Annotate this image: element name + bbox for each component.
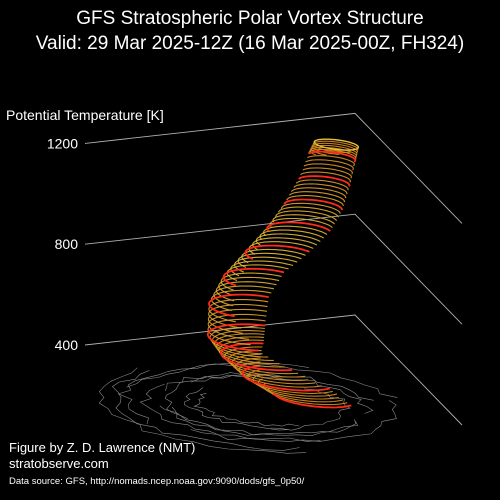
vortex-contour-583 [208, 299, 269, 323]
level-plane-800 [84, 213, 463, 325]
data-source-credit: Data source: GFS, http://nomads.ncep.noa… [9, 476, 305, 487]
vortex-contour-617 [210, 289, 272, 312]
vortex-contour-633 [213, 285, 274, 307]
vortex-level-900 [266, 221, 331, 232]
figure-title: GFS Stratospheric Polar Vortex Structure [76, 8, 424, 29]
coastline-segment [190, 400, 397, 442]
coastline-segment [164, 374, 291, 419]
vortex-contour-917 [269, 217, 333, 229]
z-tick-label-400: 400 [55, 337, 79, 353]
coastline-segment [111, 370, 300, 451]
coastline-segment [98, 367, 307, 454]
coastline-segment [165, 372, 374, 401]
vortex-contour-433 [227, 350, 306, 378]
vortex-contour-683 [220, 272, 282, 291]
vortex-contour-567 [208, 303, 268, 329]
vortex-contour-1167 [305, 159, 354, 171]
coastline-segment [193, 393, 300, 427]
z-axis-label: Potential Temperature [K] [6, 107, 164, 123]
vortex-contour-1150 [303, 163, 353, 175]
vortex-contour-517 [207, 318, 266, 346]
vortex-contour-383 [252, 373, 338, 397]
level-plane-400 [84, 314, 463, 426]
vortex-contour-1117 [300, 171, 351, 183]
vortex-level-1200 [308, 150, 357, 163]
vortex-contour-783 [241, 248, 306, 264]
coastline-segment [126, 363, 398, 398]
coastline-segment [184, 387, 289, 431]
coastline-segment [159, 405, 359, 437]
vortex-contour-458 [218, 339, 286, 368]
coastline-segment [171, 406, 357, 436]
vortex-contour-950 [275, 210, 338, 221]
vortex-contour-417 [234, 357, 316, 385]
vortex-contour-883 [263, 225, 328, 237]
website-credit: stratobserve.com [9, 456, 109, 471]
vortex-contour-1183 [307, 155, 355, 167]
author-credit: Figure by Z. D. Lawrence (NMT) [9, 440, 196, 455]
figure-subtitle: Valid: 29 Mar 2025-12Z (16 Mar 2025-00Z,… [35, 33, 465, 54]
vortex-level-350 [273, 392, 352, 409]
z-tick-label-1200: 1200 [47, 135, 78, 151]
vortex-contour-1242 [312, 140, 359, 153]
vortex-contour-867 [259, 229, 324, 240]
vortex-contour-1017 [286, 195, 344, 207]
vortex-level-400 [241, 364, 331, 392]
vortex-contour-767 [237, 252, 302, 268]
level-plane-1200 [84, 112, 463, 224]
coastline-segment [139, 383, 321, 442]
vortex-contour-717 [226, 264, 289, 282]
vortex-level-1100 [298, 175, 351, 187]
vortex-contour-983 [280, 202, 341, 214]
vortex-contour-833 [252, 237, 318, 251]
vortex-level-700 [222, 267, 285, 287]
vortex-level-450 [220, 342, 293, 372]
z-tick-label-800: 800 [55, 236, 79, 252]
vortex-level-1000 [283, 198, 343, 211]
vortex-contour-1033 [289, 191, 346, 203]
vortex-contour-1067 [293, 183, 348, 195]
vortex-contour-1083 [295, 179, 349, 191]
vortex-level-800 [244, 244, 310, 260]
vortex-contour-1225 [310, 144, 358, 156]
vortex-level-600 [208, 293, 269, 318]
vortex-contour-1050 [291, 187, 347, 199]
vortex-contour-1133 [302, 167, 352, 179]
coastline-segment [117, 362, 309, 425]
vortex-contour-967 [278, 206, 339, 218]
vortex-contour-550 [207, 308, 268, 334]
vortex-level-1250 [313, 138, 360, 151]
vortex-contour-750 [233, 256, 298, 273]
vortex-level-500 [206, 323, 265, 352]
vortex-contour-850 [255, 233, 321, 246]
vortex-contour-1208 [308, 148, 357, 161]
vortex-contour-933 [272, 214, 335, 225]
